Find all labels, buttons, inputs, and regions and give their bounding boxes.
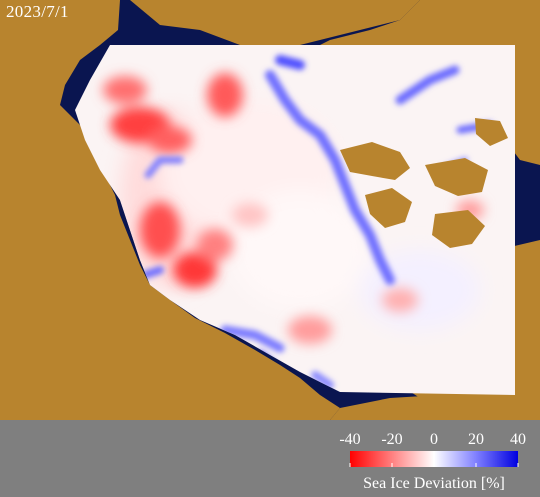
deficit-patch	[288, 316, 332, 344]
sea-ice-deviation-map	[0, 0, 540, 420]
date-label: 2023/7/1	[6, 2, 69, 21]
colorbar-tick-labels: -40 -20 0 20 40	[339, 431, 526, 448]
deficit-patch	[148, 126, 192, 154]
surplus-band	[275, 55, 305, 70]
colorbar-tick-label: 20	[468, 431, 484, 448]
colorbar-tick-label: -40	[339, 431, 360, 448]
deficit-patch	[140, 202, 180, 258]
colorbar-tick-label: -20	[381, 431, 402, 448]
colorbar-title: Sea Ice Deviation [%]	[363, 475, 505, 492]
deficit-patch	[197, 229, 233, 261]
surplus-band	[141, 266, 164, 279]
colorbar-tick-label: 0	[430, 431, 438, 448]
legend-panel: -40 -20 0 20 40 Sea Ice Deviation [%]	[0, 420, 540, 497]
deficit-patch	[103, 76, 147, 104]
deficit-patch	[207, 73, 243, 117]
colorbar-ticks	[349, 463, 519, 467]
surplus-band	[311, 371, 334, 389]
surplus-band	[395, 65, 460, 105]
surplus-band	[144, 156, 184, 179]
deficit-patch	[382, 288, 418, 312]
surplus-band	[220, 325, 285, 353]
archipelago	[340, 118, 508, 248]
deficit-patch	[173, 252, 217, 288]
surplus-band	[265, 70, 395, 285]
colorbar: -40 -20 0 20 40 Sea Ice Deviation [%]	[339, 431, 526, 492]
deficit-patch	[232, 203, 268, 227]
colorbar-tick-label: 40	[510, 431, 526, 448]
